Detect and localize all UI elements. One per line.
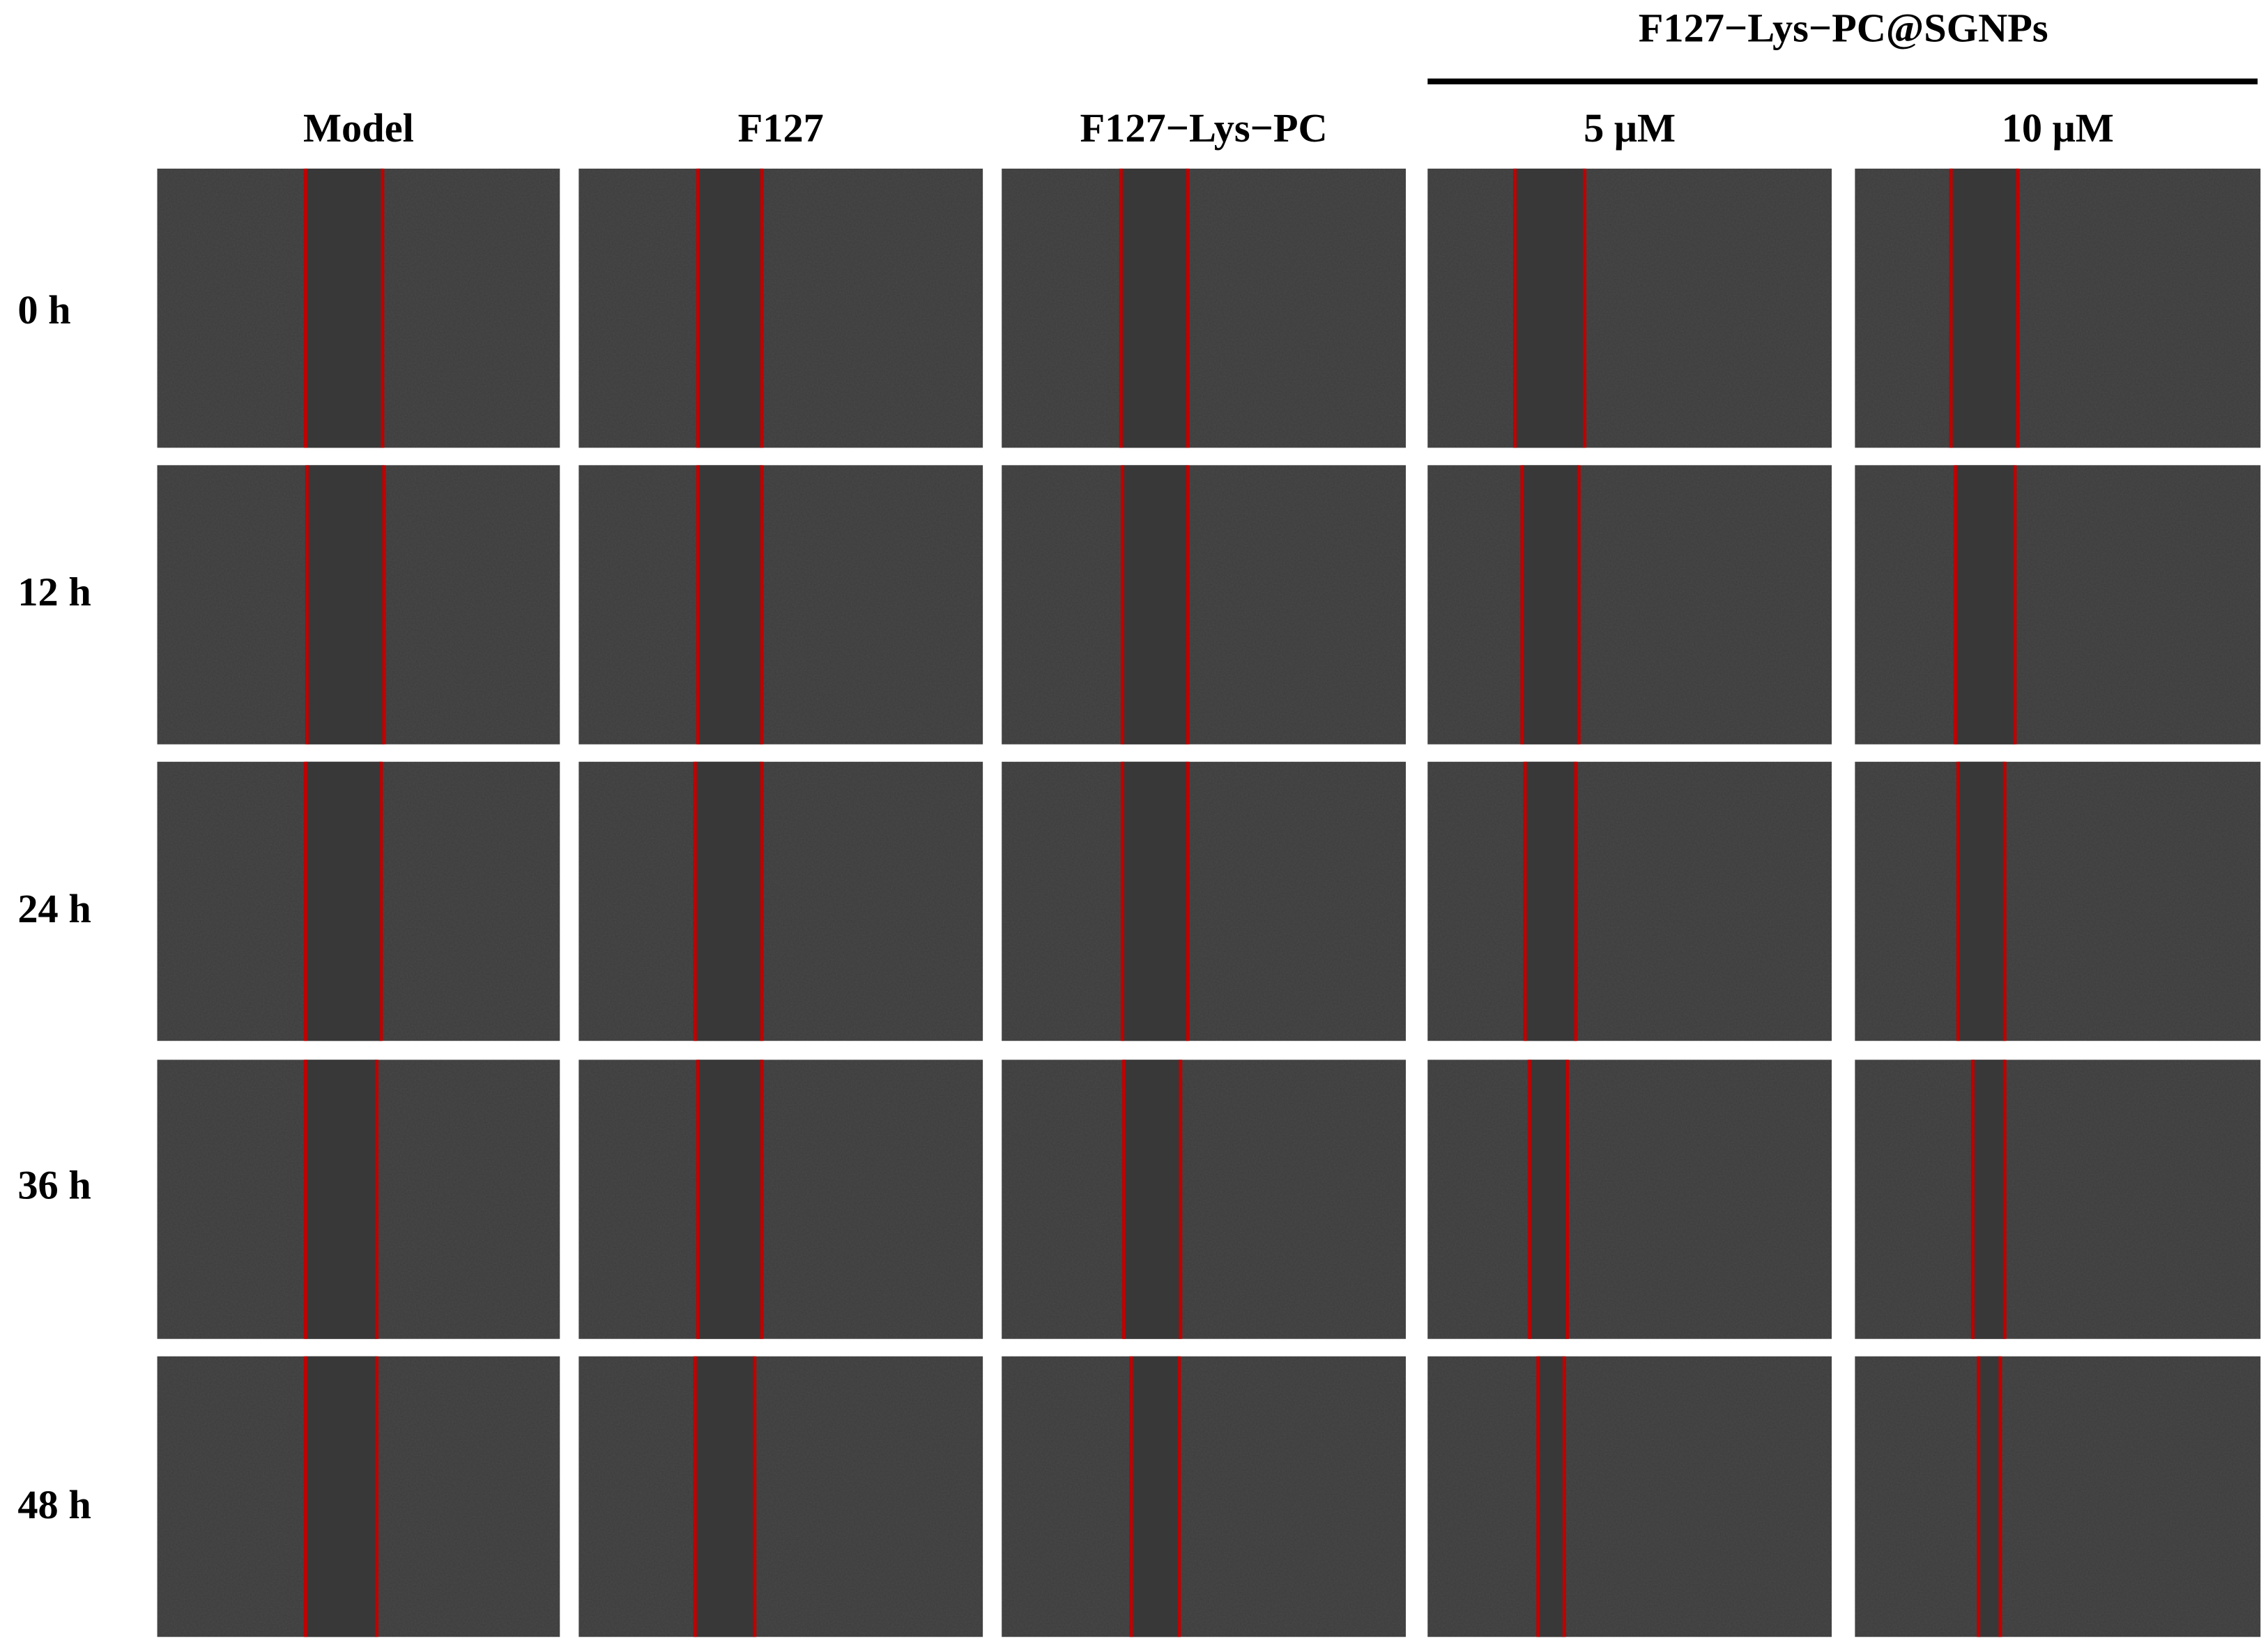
micrograph-texture bbox=[1855, 1060, 2261, 1339]
micrograph-texture bbox=[1427, 761, 1832, 1041]
micrograph-texture bbox=[1427, 168, 1832, 448]
wound-gap bbox=[1951, 168, 2018, 448]
wound-gap bbox=[1538, 1356, 1565, 1637]
wound-gap bbox=[695, 1356, 755, 1637]
wound-gap bbox=[305, 761, 381, 1041]
column-header: 5 μM bbox=[1584, 105, 1676, 151]
row-label: 36 h bbox=[17, 1162, 91, 1207]
wound-gap bbox=[695, 761, 763, 1041]
micrograph-texture bbox=[1002, 1356, 1406, 1637]
column-header: Model bbox=[303, 105, 414, 151]
micrograph-texture bbox=[1427, 465, 1832, 744]
wound-gap bbox=[1529, 1060, 1568, 1339]
micrograph-texture bbox=[1427, 1356, 1832, 1637]
micrograph-texture bbox=[1002, 761, 1406, 1041]
wound-gap bbox=[1122, 465, 1188, 744]
wound-gap bbox=[305, 168, 383, 448]
wound-gap bbox=[698, 1060, 763, 1339]
micrograph-texture bbox=[579, 1060, 983, 1339]
micrograph-texture bbox=[579, 1356, 983, 1637]
wound-gap bbox=[1522, 465, 1579, 744]
micrograph-texture bbox=[1002, 168, 1406, 448]
wound-gap bbox=[1955, 465, 2015, 744]
micrograph-texture bbox=[1855, 1356, 2261, 1637]
wound-gap bbox=[305, 1060, 377, 1339]
column-header: 10 μM bbox=[2002, 105, 2114, 151]
wound-gap bbox=[1978, 1356, 2000, 1637]
column-header: F127−Lys−PC bbox=[1080, 105, 1328, 151]
group-label: F127−Lys−PC@SGNPs bbox=[1639, 5, 2048, 50]
row-label: 0 h bbox=[17, 287, 70, 333]
row-label: 48 h bbox=[17, 1482, 91, 1527]
wound-gap bbox=[1122, 761, 1188, 1041]
row-label: 24 h bbox=[17, 886, 91, 931]
column-header: F127 bbox=[738, 105, 824, 151]
wound-gap bbox=[698, 168, 763, 448]
wound-gap bbox=[1131, 1356, 1179, 1637]
micrograph-texture bbox=[1855, 761, 2261, 1041]
micrograph-texture bbox=[1855, 465, 2261, 744]
micrograph-texture bbox=[579, 465, 983, 744]
micrograph-texture bbox=[1427, 1060, 1832, 1339]
micrograph-texture bbox=[1002, 465, 1406, 744]
wound-gap bbox=[1515, 168, 1585, 448]
wound-gap bbox=[1958, 761, 2005, 1041]
wound-gap bbox=[1121, 168, 1188, 448]
wound-gap bbox=[305, 1356, 377, 1637]
wound-gap bbox=[1124, 1060, 1181, 1339]
wound-gap bbox=[1524, 761, 1576, 1041]
wound-gap bbox=[698, 465, 763, 744]
row-label: 12 h bbox=[17, 569, 91, 614]
wound-gap bbox=[1972, 1060, 2005, 1339]
micrograph-texture bbox=[1002, 1060, 1406, 1339]
micrograph-texture bbox=[1855, 168, 2261, 448]
wound-gap bbox=[307, 465, 384, 744]
micrograph-texture bbox=[579, 761, 983, 1041]
micrograph-texture bbox=[579, 168, 983, 448]
